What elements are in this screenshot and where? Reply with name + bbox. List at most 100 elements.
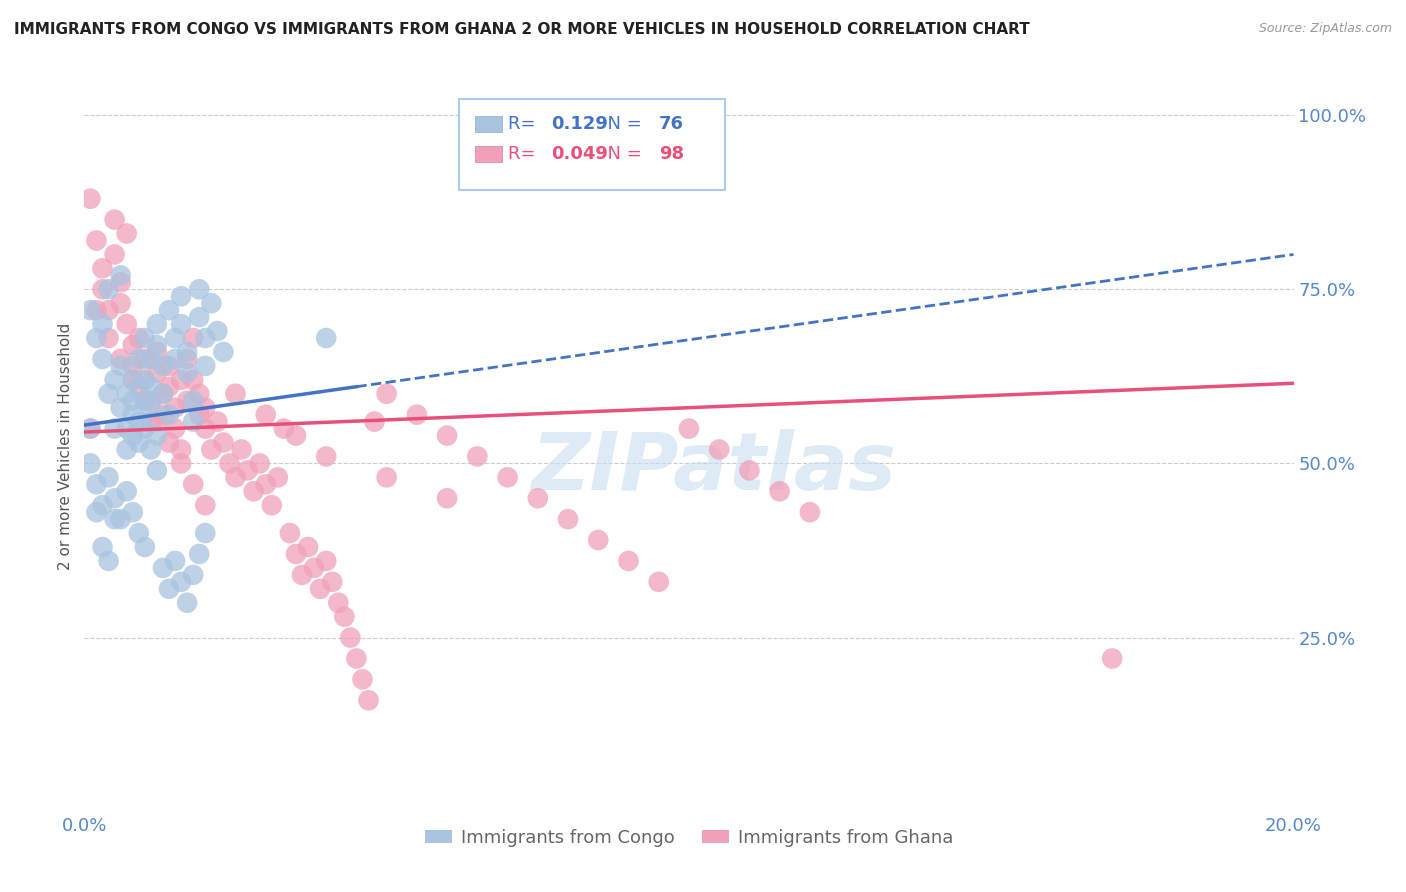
Point [97,470,120,484]
Point [134,351,156,366]
Point [104,512,127,526]
Point [97,282,120,296]
Point [333,609,356,624]
Point [267,470,290,484]
Point [799,505,821,519]
Point [249,457,271,471]
Point [436,428,458,442]
Point [496,470,519,484]
Point [115,421,138,435]
Point [212,435,235,450]
Point [165,554,187,568]
Point [273,421,295,435]
Point [170,317,193,331]
Point [188,310,211,325]
Point [91,317,114,331]
Point [79,421,101,435]
Point [128,415,150,429]
Point [170,289,193,303]
Point [212,345,235,359]
Point [188,282,211,296]
Point [110,268,132,283]
Point [91,351,114,366]
Point [236,463,259,477]
Point [254,477,277,491]
Point [242,484,264,499]
Point [121,393,143,408]
Point [79,303,101,318]
Point [165,351,187,366]
Point [79,457,101,471]
Point [146,463,169,477]
Text: N =: N = [596,145,647,162]
Point [104,491,127,506]
Point [121,359,143,373]
Point [181,393,204,408]
Point [146,345,169,359]
Point [527,491,550,506]
Point [121,505,143,519]
Point [176,393,198,408]
Legend: Immigrants from Congo, Immigrants from Ghana: Immigrants from Congo, Immigrants from G… [418,822,960,854]
Point [91,498,114,512]
Point [86,303,108,318]
Point [375,470,398,484]
Point [139,380,162,394]
FancyBboxPatch shape [460,99,725,190]
Point [194,401,217,415]
Point [352,673,374,687]
Point [157,582,180,596]
Point [139,401,162,415]
Text: ZIPatlas: ZIPatlas [530,429,896,507]
Point [297,540,319,554]
Point [309,582,332,596]
Point [86,505,108,519]
Point [139,351,162,366]
Text: 0.049: 0.049 [551,145,607,162]
Point [170,442,193,457]
Point [128,526,150,541]
Point [254,408,277,422]
Point [231,442,253,457]
Point [170,574,193,589]
Point [557,512,579,526]
Point [278,526,301,541]
Point [110,359,132,373]
Point [97,386,120,401]
Point [104,373,127,387]
Point [79,192,101,206]
Point [121,428,143,442]
Point [110,512,132,526]
Point [152,386,174,401]
Point [86,234,108,248]
Point [104,421,127,435]
Point [194,421,217,435]
Point [406,408,429,422]
Point [121,373,143,387]
Point [225,386,247,401]
Point [225,470,247,484]
Text: R=: R= [508,115,547,133]
Point [181,373,204,387]
Point [134,393,156,408]
Point [115,386,138,401]
Point [104,247,127,261]
Point [157,380,180,394]
Point [91,282,114,296]
Point [1101,651,1123,665]
Point [181,567,204,582]
Point [170,373,193,387]
Point [315,450,337,464]
Bar [475,145,502,161]
Point [146,338,169,352]
Text: IMMIGRANTS FROM CONGO VS IMMIGRANTS FROM GHANA 2 OR MORE VEHICLES IN HOUSEHOLD C: IMMIGRANTS FROM CONGO VS IMMIGRANTS FROM… [14,22,1029,37]
Point [346,651,368,665]
Point [165,401,187,415]
Point [86,477,108,491]
Point [194,526,217,541]
Point [152,359,174,373]
Point [91,261,114,276]
Point [321,574,343,589]
Point [738,463,761,477]
Point [134,540,156,554]
